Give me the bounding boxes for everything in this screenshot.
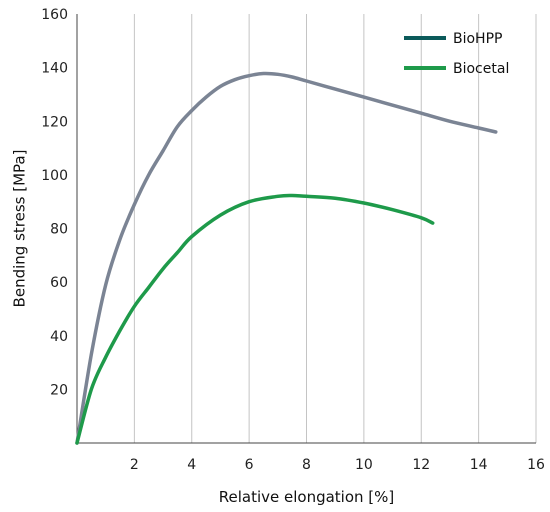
grid-lines — [133, 14, 537, 443]
x-tick-label: 4 — [187, 457, 196, 473]
x-tick-label: 6 — [245, 457, 254, 473]
x-tick-label: 2 — [130, 457, 139, 473]
y-tick-label: 160 — [41, 7, 68, 23]
legend: BioHPP Biocetal — [404, 31, 509, 77]
x-tick-label: 16 — [527, 457, 545, 473]
y-tick-label: 20 — [50, 382, 68, 398]
axes — [76, 14, 536, 444]
y-tick-label: 80 — [50, 222, 68, 238]
y-tick-label: 100 — [41, 168, 68, 184]
series-line-biocetal — [75, 193, 435, 445]
legend-label-biohpp: BioHPP — [453, 31, 502, 47]
x-tick-label: 12 — [412, 457, 430, 473]
y-tick-label: 120 — [41, 114, 68, 130]
x-tick-label: 8 — [302, 457, 311, 473]
y-tick-label: 60 — [50, 275, 68, 291]
x-tick-label: 10 — [355, 457, 373, 473]
y-tick-label: 140 — [41, 61, 68, 77]
legend-label-biocetal: Biocetal — [453, 61, 509, 77]
y-tick-label: 40 — [50, 329, 68, 345]
series-lines — [75, 71, 498, 445]
y-axis-label: Bending stress [MPa] — [11, 150, 29, 308]
x-axis-label: Relative elongation [%] — [219, 488, 395, 506]
series-line-biohpp — [75, 71, 498, 445]
tick-labels: 2 4 6 8 10 12 14 16 20 40 60 80 100 120 140 160 — [41, 7, 545, 473]
x-tick-label: 14 — [470, 457, 488, 473]
